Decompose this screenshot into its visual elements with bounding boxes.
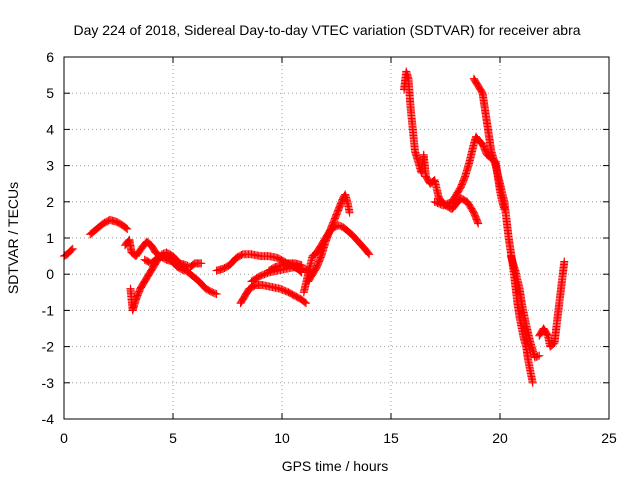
data-point	[122, 224, 131, 233]
data-point	[197, 259, 206, 268]
data-point	[365, 250, 374, 259]
data-point	[300, 298, 309, 307]
data-point	[68, 244, 77, 253]
data-point	[178, 265, 187, 274]
x-tick-label: 20	[492, 430, 508, 446]
y-tick-label: 0	[46, 266, 54, 282]
data-point	[212, 290, 221, 299]
y-tick-label: -3	[42, 375, 55, 391]
data-point	[179, 266, 188, 275]
data-point	[560, 257, 569, 266]
plot-area	[60, 67, 569, 387]
y-tick-label: -1	[42, 302, 55, 318]
data-point	[533, 352, 542, 361]
x-tick-label: 10	[274, 430, 290, 446]
y-tick-label: 4	[46, 121, 54, 137]
y-tick-label: 6	[46, 49, 54, 65]
y-tick-label: 5	[46, 85, 54, 101]
data-point	[123, 224, 132, 233]
y-tick-label: 3	[46, 158, 54, 174]
data-point	[301, 299, 310, 308]
y-tick-label: -4	[42, 411, 55, 427]
data-point	[67, 245, 76, 254]
grid	[64, 57, 609, 419]
x-axis-label: GPS time / hours	[282, 458, 389, 474]
x-tick-label: 25	[601, 430, 617, 446]
data-point	[535, 351, 544, 360]
y-tick-label: -2	[42, 339, 55, 355]
data-point	[474, 219, 483, 228]
x-tick-label: 0	[60, 430, 68, 446]
axis-ticks: 0 5 10 15 20 25 -4 -3 -2 -1 0 1 2 3 4 5 6	[42, 49, 617, 446]
x-tick-label: 5	[169, 430, 177, 446]
data-point	[345, 208, 354, 217]
data-point	[297, 261, 306, 270]
y-tick-label: 2	[46, 194, 54, 210]
chart-title: Day 224 of 2018, Sidereal Day-to-day VTE…	[73, 22, 580, 38]
y-tick-label: 1	[46, 230, 54, 246]
data-point	[364, 249, 373, 258]
x-tick-label: 15	[383, 430, 399, 446]
data-point	[211, 289, 220, 298]
data-point	[528, 378, 537, 387]
y-axis-label: SDTVAR / TECUs	[5, 182, 21, 294]
